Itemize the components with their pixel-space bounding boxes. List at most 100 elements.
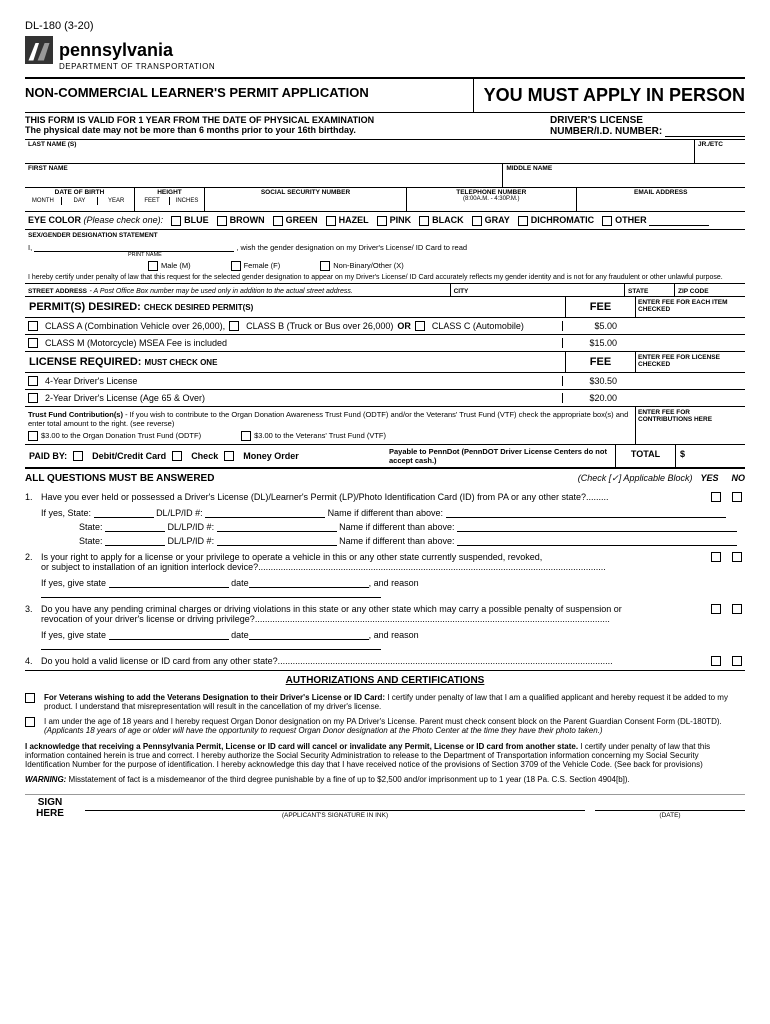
permits-header: PERMIT(S) DESIRED: CHECK DESIRED PERMIT(… (25, 297, 745, 318)
eye-brown-checkbox[interactable] (217, 216, 227, 226)
phone-label: TELEPHONE NUMBER (410, 189, 573, 196)
eye-color-row: EYE COLOR (Please check one): BLUE BROWN… (25, 212, 745, 230)
signature-input[interactable]: (APPLICANT'S SIGNATURE IN INK) (85, 810, 585, 819)
license-header: LICENSE REQUIRED: MUST CHECK ONE FEE ENT… (25, 352, 745, 373)
debit-checkbox[interactable] (73, 451, 83, 461)
eye-gray-checkbox[interactable] (472, 216, 482, 226)
dob-label: DATE OF BIRTH (25, 188, 134, 197)
header: pennsylvania (25, 36, 745, 64)
q4-yes-checkbox[interactable] (711, 656, 721, 666)
dl-label: DRIVER'S LICENSE (550, 115, 643, 126)
eye-other-input[interactable] (649, 216, 709, 226)
validity-row: THIS FORM IS VALID FOR 1 YEAR FROM THE D… (25, 113, 745, 140)
four-year-checkbox[interactable] (28, 376, 38, 386)
state-name: pennsylvania (59, 40, 173, 61)
eye-dichromatic-checkbox[interactable] (518, 216, 528, 226)
email-label: EMAIL ADDRESS (580, 189, 743, 196)
q4-no-checkbox[interactable] (732, 656, 742, 666)
gender-section: SEX/GENDER DESIGNATION STATEMENT I, , wi… (25, 230, 745, 284)
q3-no-checkbox[interactable] (732, 604, 742, 614)
q1-yes-checkbox[interactable] (711, 492, 721, 502)
eye-note: (Please check one): (84, 215, 164, 225)
eye-other-checkbox[interactable] (602, 216, 612, 226)
paid-row: PAID BY: Debit/Credit Card Check Money O… (25, 445, 745, 469)
trust-row: Trust Fund Contribution(s) - If you wish… (25, 407, 745, 445)
print-name-input[interactable] (34, 242, 234, 252)
details-row: DATE OF BIRTH MONTH DAY YEAR HEIGHT FEET… (25, 188, 745, 212)
question-3: 3. Do you have any pending criminal char… (25, 600, 745, 628)
form-page: DL-180 (3-20) pennsylvania DEPARTMENT OF… (0, 0, 770, 839)
sign-here-label: SIGNHERE (25, 797, 75, 819)
acknowledgement: I acknowledge that receiving a Pennsylva… (25, 738, 745, 773)
eye-hazel-checkbox[interactable] (326, 216, 336, 226)
jr-label: JR./ETC (698, 141, 742, 148)
class-a-checkbox[interactable] (28, 321, 38, 331)
inches-label[interactable]: INCHES (170, 197, 204, 205)
eye-blue-checkbox[interactable] (171, 216, 181, 226)
money-order-checkbox[interactable] (224, 451, 234, 461)
question-4: 4. Do you hold a valid license or ID car… (25, 652, 745, 670)
height-label: HEIGHT (135, 188, 204, 197)
first-name-input[interactable] (28, 172, 499, 186)
organ-donor-checkbox[interactable] (25, 717, 35, 727)
vtf-checkbox[interactable] (241, 431, 251, 441)
q2-no-checkbox[interactable] (732, 552, 742, 562)
jr-input[interactable] (698, 148, 742, 162)
authorizations-header: AUTHORIZATIONS AND CERTIFICATIONS (25, 670, 745, 690)
first-middle-row: FIRST NAME MIDDLE NAME (25, 164, 745, 188)
eye-label: EYE COLOR (28, 215, 81, 225)
ssn-input[interactable] (208, 196, 403, 210)
two-year-checkbox[interactable] (28, 393, 38, 403)
class-b-checkbox[interactable] (229, 321, 239, 331)
year-label[interactable]: YEAR (98, 197, 134, 205)
permit-class-abc: CLASS A (Combination Vehicle over 26,000… (25, 318, 745, 335)
last-name-input[interactable] (28, 148, 691, 162)
class-c-checkbox[interactable] (415, 321, 425, 331)
warning: WARNING: Misstatement of fact is a misde… (25, 773, 745, 786)
q3-yes-checkbox[interactable] (711, 604, 721, 614)
first-name-label: FIRST NAME (28, 165, 499, 172)
date-input[interactable]: (DATE) (595, 810, 745, 819)
feet-label[interactable]: FEET (135, 197, 170, 205)
eye-black-checkbox[interactable] (419, 216, 429, 226)
department-name: DEPARTMENT OF TRANSPORTATION (59, 62, 745, 71)
question-2: 2. Is your right to apply for a license … (25, 548, 745, 576)
license-2year: 2-Year Driver's License (Age 65 & Over) … (25, 390, 745, 407)
signature-row: SIGNHERE (APPLICANT'S SIGNATURE IN INK) … (25, 794, 745, 819)
odtf-checkbox[interactable] (28, 431, 38, 441)
apply-in-person: YOU MUST APPLY IN PERSON (473, 79, 745, 112)
address-row: STREET ADDRESS - A Post Office Box numbe… (25, 284, 745, 297)
male-checkbox[interactable] (148, 261, 158, 271)
veterans-checkbox[interactable] (25, 693, 35, 703)
permit-class-m: CLASS M (Motorcycle) MSEA Fee is include… (25, 335, 745, 352)
email-input[interactable] (580, 196, 743, 210)
day-label[interactable]: DAY (62, 197, 99, 205)
question-1: 1. Have you ever held or possessed a Dri… (25, 488, 745, 506)
middle-name-label: MIDDLE NAME (506, 165, 742, 172)
last-name-label: LAST NAME (S) (28, 141, 691, 148)
auth-organ-donor: I am under the age of 18 years and I her… (25, 714, 745, 738)
nonbinary-checkbox[interactable] (320, 261, 330, 271)
eye-pink-checkbox[interactable] (377, 216, 387, 226)
female-checkbox[interactable] (231, 261, 241, 271)
title-row: NON-COMMERCIAL LEARNER'S PERMIT APPLICAT… (25, 79, 745, 113)
id-number-input[interactable] (665, 127, 745, 137)
q2-yes-checkbox[interactable] (711, 552, 721, 562)
name-row: LAST NAME (S) JR./ETC (25, 140, 745, 164)
gender-header: SEX/GENDER DESIGNATION STATEMENT (28, 232, 742, 239)
class-m-checkbox[interactable] (28, 338, 38, 348)
month-label[interactable]: MONTH (25, 197, 62, 205)
q1-no-checkbox[interactable] (732, 492, 742, 502)
gender-certify: I hereby certify under penalty of law th… (28, 274, 742, 281)
auth-veterans: For Veterans wishing to add the Veterans… (25, 690, 745, 714)
ssn-label: SOCIAL SECURITY NUMBER (208, 189, 403, 196)
validity-sub: The physical date may not be more than 6… (25, 125, 356, 135)
form-number: DL-180 (3-20) (25, 20, 745, 32)
form-title: NON-COMMERCIAL LEARNER'S PERMIT APPLICAT… (25, 79, 473, 112)
penndot-logo-icon (25, 36, 53, 64)
license-4year: 4-Year Driver's License $30.50 (25, 373, 745, 390)
middle-name-input[interactable] (506, 172, 742, 186)
number-label: NUMBER/I.D. NUMBER: (550, 126, 662, 137)
check-checkbox[interactable] (172, 451, 182, 461)
eye-green-checkbox[interactable] (273, 216, 283, 226)
